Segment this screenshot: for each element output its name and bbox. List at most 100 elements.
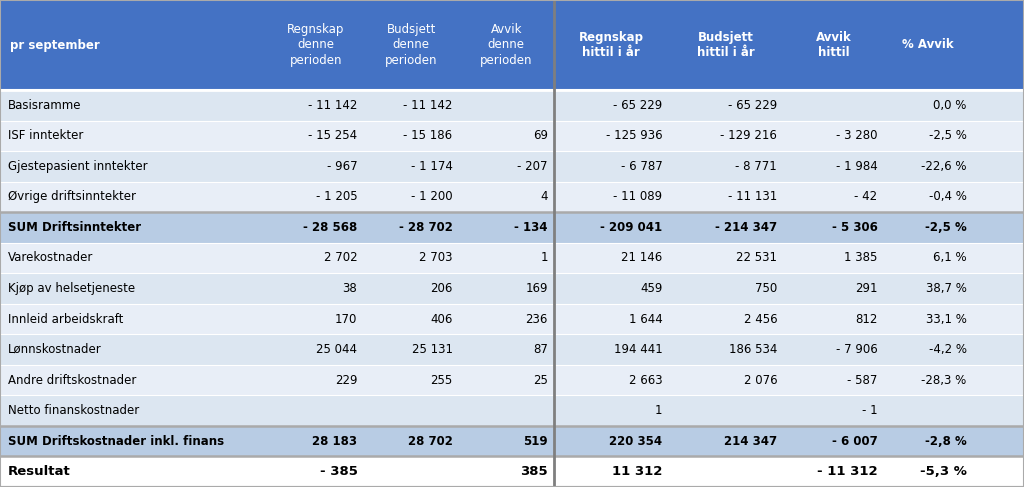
Text: -5,3 %: -5,3 % bbox=[920, 465, 967, 478]
Text: - 11 142: - 11 142 bbox=[403, 99, 453, 112]
Text: - 28 568: - 28 568 bbox=[303, 221, 357, 234]
Text: - 1 984: - 1 984 bbox=[836, 160, 878, 173]
Text: - 7 906: - 7 906 bbox=[836, 343, 878, 356]
Text: 1: 1 bbox=[655, 404, 663, 417]
Text: 406: 406 bbox=[430, 313, 453, 325]
Text: Øvrige driftsinntekter: Øvrige driftsinntekter bbox=[8, 190, 136, 204]
Text: - 967: - 967 bbox=[327, 160, 357, 173]
Text: 1 385: 1 385 bbox=[844, 251, 878, 264]
Text: - 6 787: - 6 787 bbox=[621, 160, 663, 173]
Text: 4: 4 bbox=[541, 190, 548, 204]
Text: 750: 750 bbox=[755, 282, 777, 295]
Text: 28 702: 28 702 bbox=[408, 435, 453, 448]
Text: 170: 170 bbox=[335, 313, 357, 325]
Text: 22 531: 22 531 bbox=[736, 251, 777, 264]
Text: 519: 519 bbox=[523, 435, 548, 448]
Text: - 207: - 207 bbox=[517, 160, 548, 173]
Text: - 11 131: - 11 131 bbox=[728, 190, 777, 204]
Text: Andre driftskostnader: Andre driftskostnader bbox=[8, 374, 136, 387]
Text: -4,2 %: -4,2 % bbox=[929, 343, 967, 356]
Text: 25 131: 25 131 bbox=[412, 343, 453, 356]
Text: 1 644: 1 644 bbox=[629, 313, 663, 325]
Text: SUM Driftskostnader inkl. finans: SUM Driftskostnader inkl. finans bbox=[8, 435, 224, 448]
Bar bbox=[0, 212, 1024, 243]
Text: 214 347: 214 347 bbox=[724, 435, 777, 448]
Text: Lønnskostnader: Lønnskostnader bbox=[8, 343, 102, 356]
Text: -2,5 %: -2,5 % bbox=[929, 130, 967, 142]
Text: 38: 38 bbox=[343, 282, 357, 295]
Text: - 134: - 134 bbox=[514, 221, 548, 234]
Text: 255: 255 bbox=[430, 374, 453, 387]
Text: 28 183: 28 183 bbox=[312, 435, 357, 448]
Bar bbox=[0, 121, 1024, 151]
Text: pr september: pr september bbox=[10, 38, 100, 52]
Text: 812: 812 bbox=[855, 313, 878, 325]
Text: 38,7 %: 38,7 % bbox=[926, 282, 967, 295]
Text: - 28 702: - 28 702 bbox=[398, 221, 453, 234]
Text: -22,6 %: -22,6 % bbox=[922, 160, 967, 173]
Bar bbox=[0, 151, 1024, 182]
Text: - 1 200: - 1 200 bbox=[411, 190, 453, 204]
Text: - 65 229: - 65 229 bbox=[613, 99, 663, 112]
Bar bbox=[0, 334, 1024, 365]
Text: Avvik
denne
perioden: Avvik denne perioden bbox=[480, 23, 532, 67]
Text: - 129 216: - 129 216 bbox=[720, 130, 777, 142]
Text: - 385: - 385 bbox=[319, 465, 357, 478]
Text: - 1: - 1 bbox=[862, 404, 878, 417]
Text: - 214 347: - 214 347 bbox=[715, 221, 777, 234]
Text: ISF inntekter: ISF inntekter bbox=[8, 130, 84, 142]
Text: 459: 459 bbox=[640, 282, 663, 295]
Text: - 6 007: - 6 007 bbox=[831, 435, 878, 448]
Text: 2 702: 2 702 bbox=[324, 251, 357, 264]
Text: Netto finanskostnader: Netto finanskostnader bbox=[8, 404, 139, 417]
Text: Regnskap
hittil i år: Regnskap hittil i år bbox=[579, 31, 644, 59]
Text: - 3 280: - 3 280 bbox=[836, 130, 878, 142]
Text: - 11 312: - 11 312 bbox=[817, 465, 878, 478]
Bar bbox=[0, 243, 1024, 273]
Text: 2 703: 2 703 bbox=[419, 251, 453, 264]
Text: % Avvik: % Avvik bbox=[902, 38, 954, 52]
Text: - 15 186: - 15 186 bbox=[403, 130, 453, 142]
Text: Budsjett
hittil i år: Budsjett hittil i år bbox=[697, 31, 755, 59]
Text: - 1 174: - 1 174 bbox=[411, 160, 453, 173]
Text: - 125 936: - 125 936 bbox=[606, 130, 663, 142]
Text: 33,1 %: 33,1 % bbox=[926, 313, 967, 325]
Text: Resultat: Resultat bbox=[8, 465, 71, 478]
Bar bbox=[0, 182, 1024, 212]
Text: 11 312: 11 312 bbox=[612, 465, 663, 478]
Text: 2 076: 2 076 bbox=[743, 374, 777, 387]
Text: 2 456: 2 456 bbox=[743, 313, 777, 325]
Text: 1: 1 bbox=[541, 251, 548, 264]
Text: Innleid arbeidskraft: Innleid arbeidskraft bbox=[8, 313, 124, 325]
Text: 194 441: 194 441 bbox=[613, 343, 663, 356]
Text: Regnskap
denne
perioden: Regnskap denne perioden bbox=[287, 23, 345, 67]
Text: SUM Driftsinntekter: SUM Driftsinntekter bbox=[8, 221, 141, 234]
Text: -28,3 %: -28,3 % bbox=[922, 374, 967, 387]
Text: -2,5 %: -2,5 % bbox=[925, 221, 967, 234]
Text: 69: 69 bbox=[532, 130, 548, 142]
Text: - 8 771: - 8 771 bbox=[735, 160, 777, 173]
Text: - 1 205: - 1 205 bbox=[315, 190, 357, 204]
Bar bbox=[0, 304, 1024, 334]
Text: - 5 306: - 5 306 bbox=[831, 221, 878, 234]
Text: 25: 25 bbox=[532, 374, 548, 387]
Text: 291: 291 bbox=[855, 282, 878, 295]
Text: -2,8 %: -2,8 % bbox=[925, 435, 967, 448]
Bar bbox=[0, 395, 1024, 426]
Text: - 11 089: - 11 089 bbox=[613, 190, 663, 204]
Text: 0,0 %: 0,0 % bbox=[933, 99, 967, 112]
Text: 6,1 %: 6,1 % bbox=[933, 251, 967, 264]
Text: - 15 254: - 15 254 bbox=[308, 130, 357, 142]
Text: - 11 142: - 11 142 bbox=[308, 99, 357, 112]
Text: Kjøp av helsetjeneste: Kjøp av helsetjeneste bbox=[8, 282, 135, 295]
Text: Avvik
hittil: Avvik hittil bbox=[816, 31, 851, 59]
Text: - 65 229: - 65 229 bbox=[728, 99, 777, 112]
Bar bbox=[0, 273, 1024, 304]
Text: 87: 87 bbox=[532, 343, 548, 356]
Text: Varekostnader: Varekostnader bbox=[8, 251, 93, 264]
Text: 186 534: 186 534 bbox=[729, 343, 777, 356]
Bar bbox=[0, 0, 1024, 90]
Bar bbox=[0, 426, 1024, 456]
Bar bbox=[0, 90, 1024, 121]
Bar bbox=[0, 365, 1024, 395]
